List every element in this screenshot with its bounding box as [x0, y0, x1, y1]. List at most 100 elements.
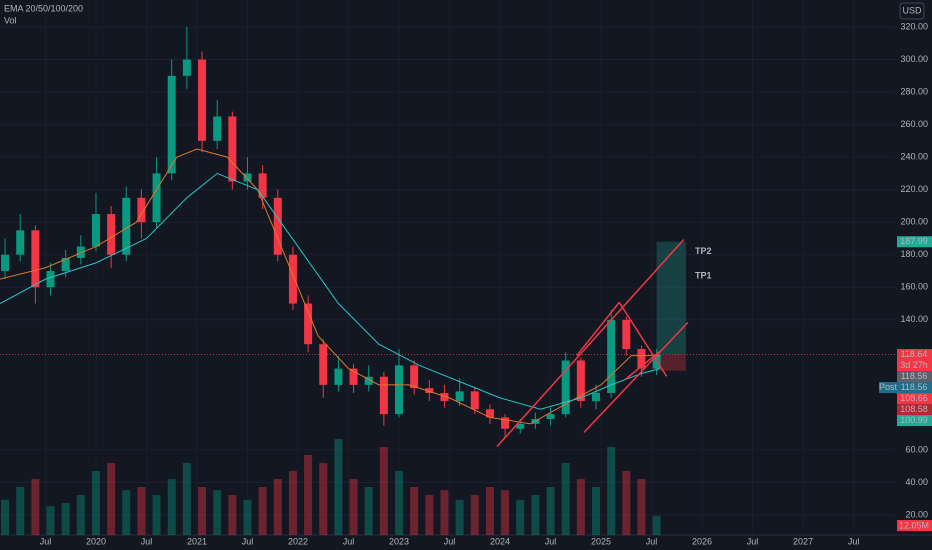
candle-body	[561, 360, 570, 415]
candle-body	[395, 365, 404, 415]
y-tick-label: 160.00	[900, 282, 928, 292]
x-tick-label: Jul	[242, 536, 254, 546]
candle-body	[137, 197, 146, 223]
volume-bar	[91, 471, 100, 535]
candle-body	[304, 303, 313, 345]
x-tick-label: 2020	[86, 536, 106, 546]
volume-bar	[622, 471, 631, 535]
annotation: TP1	[695, 270, 712, 280]
y-tick-label: 220.00	[900, 184, 928, 194]
candle-body	[637, 349, 646, 369]
ema-line	[0, 172, 660, 410]
volume-bar	[152, 495, 161, 535]
volume-bar	[576, 479, 585, 535]
stop-zone	[656, 354, 686, 371]
volume-bar	[76, 495, 85, 535]
candle-body	[546, 414, 555, 420]
trend-line	[496, 238, 685, 448]
x-tick-label: Jul	[545, 536, 557, 546]
price-label-bg	[897, 382, 932, 394]
volume-bar	[379, 447, 388, 535]
y-tick-label: 260.00	[900, 119, 928, 129]
candle-body	[288, 254, 297, 304]
volume-bar	[243, 499, 252, 535]
x-tick-label: Jul	[141, 536, 153, 546]
volume-bar	[137, 487, 146, 535]
candle-body	[243, 173, 252, 182]
y-tick-label: 280.00	[900, 86, 928, 96]
y-tick-label: 60.00	[905, 444, 928, 454]
currency-button[interactable]	[899, 2, 925, 20]
volume-bar	[501, 490, 510, 535]
candle-body	[182, 59, 191, 76]
volume-bar	[652, 515, 661, 535]
volume-label-bg	[897, 520, 932, 531]
volume-bar	[288, 471, 297, 535]
volume-bar	[516, 499, 525, 535]
volume-bar	[546, 487, 555, 535]
price-label: 108.58	[900, 404, 928, 414]
trend-line	[576, 301, 620, 357]
trend-line	[618, 301, 668, 377]
candle-body	[440, 392, 449, 402]
x-tick-label: 2023	[389, 536, 409, 546]
candle-body	[410, 365, 419, 389]
y-tick-label: 300.00	[900, 54, 928, 64]
volume-bar	[258, 487, 267, 535]
x-tick-label: Jul	[40, 536, 52, 546]
candle-body	[76, 246, 85, 258]
candle-body	[622, 319, 631, 350]
x-tick-label: 2024	[490, 536, 510, 546]
candle-body	[364, 376, 373, 385]
currency[interactable]: USD	[902, 5, 922, 15]
y-tick-label: 200.00	[900, 217, 928, 227]
volume-bar	[1, 499, 10, 535]
ema-line	[0, 148, 660, 425]
post-tag: Post	[879, 382, 898, 392]
volume-bar	[61, 503, 70, 535]
candle-body	[46, 270, 55, 288]
price-label: 187.99	[900, 236, 928, 246]
x-tick-label: Jul	[444, 536, 456, 546]
candle-body	[198, 59, 207, 141]
candle-body	[319, 344, 328, 385]
price-label-bg	[897, 236, 932, 248]
volume-bar	[455, 499, 464, 535]
volume-bar	[410, 487, 419, 535]
x-tick-label: Jul	[343, 536, 355, 546]
volume-bar	[273, 479, 282, 535]
volume-bar	[31, 479, 40, 535]
y-tick-label: 20.00	[905, 509, 928, 519]
y-tick-label: 320.00	[900, 21, 928, 31]
volume-bar	[485, 487, 494, 535]
indicator-label: EMA 20/50/100/200	[4, 3, 83, 13]
candle-body	[485, 409, 494, 418]
volume-bar	[364, 487, 373, 535]
volume-bar	[304, 455, 313, 535]
candle-body	[107, 214, 116, 255]
price-label-bg	[897, 393, 932, 405]
volume-bar	[607, 447, 616, 535]
candle-body	[258, 173, 267, 198]
candle-body	[455, 391, 464, 402]
candle-body	[501, 417, 510, 429]
candle-body	[122, 197, 131, 255]
volume-bar	[46, 506, 55, 535]
candle-body	[61, 257, 70, 271]
candle-body	[334, 368, 343, 385]
x-tick-label: Jul	[747, 536, 759, 546]
candle-body	[213, 116, 222, 141]
price-label-bg	[897, 415, 932, 427]
volume-bar	[440, 490, 449, 535]
post-tag-bg	[879, 382, 897, 394]
candle-body	[167, 75, 176, 174]
trend-line	[624, 350, 661, 381]
x-tick-label: Jul	[848, 536, 860, 546]
candle-body	[607, 319, 616, 393]
volume-bar	[213, 490, 222, 535]
target-zone	[656, 241, 686, 355]
price-countdown: 3d 27h	[900, 360, 928, 370]
